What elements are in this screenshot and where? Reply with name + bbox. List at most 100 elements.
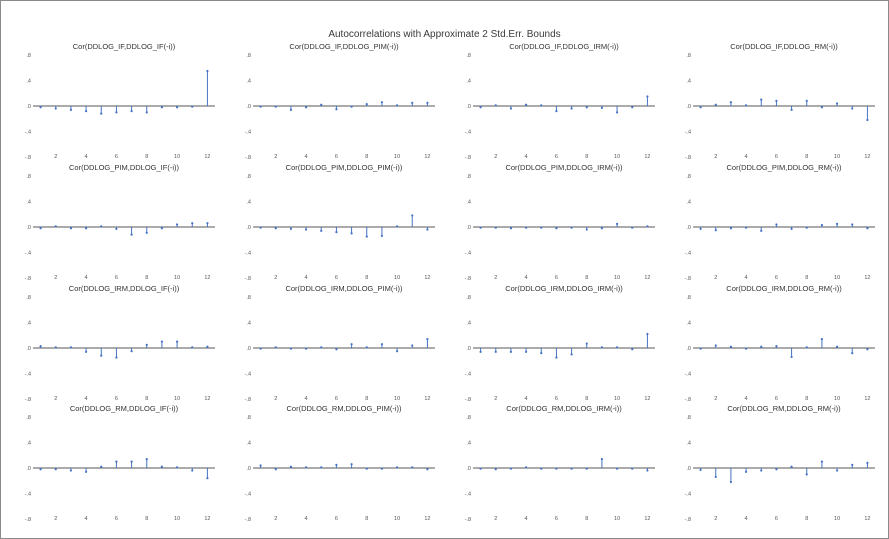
acf-point [259, 347, 262, 350]
panel-title: Cor(DDLOG_IRM,DDLOG_IRM(-i)) [505, 284, 623, 293]
y-tick-label: -.4 [245, 130, 251, 136]
acf-point [555, 227, 558, 230]
y-tick-label: -.8 [685, 397, 691, 403]
acf-point [699, 106, 702, 109]
acf-point [524, 350, 528, 353]
x-tick-label: 10 [834, 154, 840, 160]
x-tick-label: 2 [714, 396, 717, 402]
x-tick-label: 10 [834, 396, 840, 402]
x-tick-label: 6 [335, 154, 338, 160]
acf-point [851, 463, 854, 466]
y-tick-label: .4 [686, 441, 691, 447]
y-tick-label: -.4 [245, 251, 251, 257]
x-tick-label: 8 [805, 396, 808, 402]
panel-title: Cor(DDLOG_PIM,DDLOG_PIM(-i)) [286, 163, 403, 172]
acf-point [585, 342, 588, 345]
acf-point [866, 227, 869, 230]
acf-point [585, 106, 588, 109]
acf-panel: Cor(DDLOG_IF,DDLOG_PIM(-i)) .8 .4 .0 -.4 -.8 2… [245, 42, 435, 161]
acf-point [39, 227, 42, 230]
acf-point [206, 222, 209, 225]
panel-title: Cor(DDLOG_IF,DDLOG_RM(-i)) [730, 42, 838, 51]
acf-point [615, 222, 619, 225]
x-tick-label: 2 [54, 275, 57, 281]
acf-point [585, 467, 588, 470]
acf-point [775, 223, 778, 226]
x-tick-label: 6 [115, 275, 118, 281]
acf-point [191, 469, 194, 472]
y-tick-label: .0 [246, 225, 251, 231]
y-tick-label: .4 [26, 321, 31, 327]
acf-point [411, 214, 414, 217]
acf-point [555, 467, 558, 470]
acf-point [699, 227, 702, 231]
x-tick-label: 2 [54, 516, 57, 522]
x-tick-label: 10 [174, 516, 180, 522]
acf-point [145, 111, 148, 114]
acf-point [350, 343, 353, 346]
y-tick-label: .8 [26, 295, 31, 301]
x-tick-label: 4 [525, 516, 528, 522]
acf-point [714, 229, 717, 232]
x-tick-label: 10 [614, 154, 620, 160]
y-tick-label: .8 [246, 53, 251, 59]
acf-point [206, 477, 209, 480]
y-tick-label: -.4 [25, 372, 31, 378]
acf-point [866, 118, 869, 122]
acf-point [570, 226, 573, 229]
x-tick-label: 8 [805, 154, 808, 160]
x-tick-label: 12 [644, 396, 650, 402]
acf-point [615, 346, 619, 349]
acf-point [335, 231, 338, 234]
acf-point [115, 227, 118, 231]
acf-point [835, 345, 839, 348]
acf-point [540, 467, 543, 470]
acf-point [790, 465, 793, 468]
panel-title: Cor(DDLOG_RM,DDLOG_IRM(-i)) [506, 404, 622, 413]
acf-point [600, 227, 604, 230]
acf-point [160, 340, 164, 343]
acf-point [145, 231, 148, 234]
y-tick-label: .8 [466, 53, 471, 59]
acf-point [175, 223, 179, 226]
acf-point [84, 110, 88, 113]
acf-point [760, 98, 763, 101]
x-tick-label: 6 [115, 154, 118, 160]
acf-panel: Cor(DDLOG_IRM,DDLOG_PIM(-i)) .8 .4 .0 -.4 -.8… [245, 284, 435, 403]
acf-point [600, 106, 604, 110]
acf-point [130, 460, 133, 463]
y-tick-label: -.4 [685, 372, 691, 378]
x-tick-label: 12 [424, 154, 430, 160]
y-tick-label: .0 [26, 225, 31, 231]
acf-point [820, 460, 824, 463]
x-tick-label: 8 [805, 275, 808, 281]
y-tick-label: .8 [686, 53, 691, 59]
acf-panel: Cor(DDLOG_PIM,DDLOG_IF(-i)) .8 .4 .0 -.4 -.8 2… [25, 163, 215, 282]
acf-point [729, 227, 733, 230]
acf-point [479, 350, 482, 353]
acf-point [775, 468, 778, 471]
y-tick-label: .4 [26, 79, 31, 85]
x-tick-label: 6 [115, 396, 118, 402]
acf-point [744, 104, 748, 107]
panel-title: Cor(DDLOG_RM,DDLOG_RM(-i)) [727, 404, 841, 413]
y-tick-label: -.8 [25, 155, 31, 161]
acf-point [39, 468, 42, 471]
acf-point [304, 347, 308, 350]
x-tick-label: 10 [174, 275, 180, 281]
acf-point [646, 225, 649, 228]
x-tick-label: 12 [204, 154, 210, 160]
acf-point [395, 225, 399, 228]
acf-point [524, 103, 528, 106]
panel-title: Cor(DDLOG_PIM,DDLOG_IF(-i)) [69, 163, 180, 172]
y-tick-label: .8 [686, 295, 691, 301]
y-tick-label: -.8 [245, 397, 251, 403]
x-tick-label: 10 [834, 275, 840, 281]
y-tick-label: .0 [466, 346, 471, 352]
acf-point [350, 463, 353, 466]
x-tick-label: 8 [585, 275, 588, 281]
panel-title: Cor(DDLOG_IF,DDLOG_PIM(-i)) [289, 42, 399, 51]
acf-point [600, 346, 604, 349]
acf-point [820, 223, 824, 227]
acf-point [775, 99, 778, 102]
